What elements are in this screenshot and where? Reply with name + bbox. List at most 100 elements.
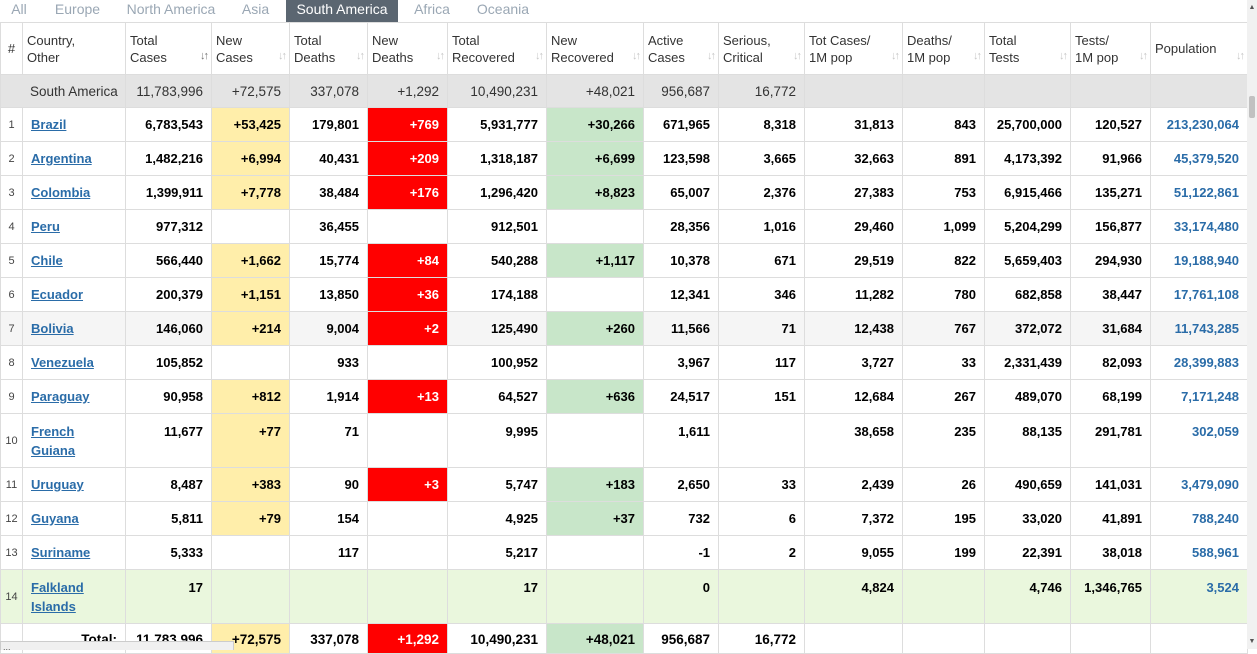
table-cell — [211, 209, 290, 244]
column-header[interactable]: Country, Other — [22, 22, 126, 75]
country-link[interactable]: Brazil — [31, 117, 67, 132]
table-cell: 13,850 — [289, 277, 368, 312]
table-cell: 31,813 — [804, 107, 903, 142]
sort-arrows-icon[interactable]: ↓↑ — [356, 50, 365, 62]
country-cell: Chile — [22, 243, 126, 278]
vertical-scrollbar[interactable]: ▲ ▼ — [1247, 0, 1257, 649]
sort-arrows-icon[interactable]: ↓↑ — [1139, 50, 1148, 62]
table-cell: +636 — [546, 379, 644, 414]
table-cell: +1,151 — [211, 277, 290, 312]
table-cell: +383 — [211, 467, 290, 502]
table-cell: 891 — [902, 141, 985, 176]
sort-arrows-icon[interactable]: ↓↑ — [707, 50, 716, 62]
sort-arrows-icon[interactable]: ↓↑ — [973, 50, 982, 62]
scroll-down-icon[interactable]: ▼ — [1248, 638, 1256, 645]
tab-asia[interactable]: Asia — [241, 1, 270, 17]
table-cell: 27,383 — [804, 175, 903, 210]
country-link[interactable]: Guyana — [31, 511, 79, 526]
country-link[interactable]: Peru — [31, 219, 60, 234]
total-cell: +1,292 — [367, 623, 448, 654]
table-cell: 156,877 — [1070, 209, 1151, 244]
sort-arrows-icon[interactable]: ↓↑ — [632, 50, 641, 62]
column-header[interactable]: Total Cases ↓↑ — [125, 22, 212, 75]
table-cell: 5,333 — [125, 535, 212, 570]
table-cell — [546, 209, 644, 244]
table-cell: 90 — [289, 467, 368, 502]
country-link[interactable]: Suriname — [31, 545, 91, 560]
summary-cell — [1070, 74, 1151, 108]
country-link[interactable]: Falkland Islands — [31, 580, 84, 614]
table-cell: 117 — [718, 345, 805, 380]
table-cell — [367, 501, 448, 536]
table-cell: 843 — [902, 107, 985, 142]
sort-arrows-icon[interactable]: ↓↑ — [1059, 50, 1068, 62]
column-header[interactable]: Deaths/ 1M pop ↓↑ — [902, 22, 985, 75]
column-header[interactable]: Total Tests ↓↑ — [984, 22, 1071, 75]
tab-all[interactable]: All — [11, 1, 27, 17]
tab-south-america[interactable]: South America — [286, 0, 398, 22]
column-header[interactable]: Active Cases ↓↑ — [643, 22, 719, 75]
table-cell: +36 — [367, 277, 448, 312]
total-cell: 16,772 — [718, 623, 805, 654]
table-cell: 12,438 — [804, 311, 903, 346]
sort-arrows-icon[interactable]: ↓↑ — [436, 50, 445, 62]
sort-arrows-icon[interactable]: ↓↑ — [1236, 50, 1245, 62]
column-header[interactable]: Serious, Critical ↓↑ — [718, 22, 805, 75]
table-cell: 822 — [902, 243, 985, 278]
sort-arrows-icon[interactable]: ↓↑ — [793, 50, 802, 62]
table-cell: 10,378 — [643, 243, 719, 278]
table-cell: 146,060 — [125, 311, 212, 346]
tab-africa[interactable]: Africa — [414, 1, 450, 17]
table-cell: 5,811 — [125, 501, 212, 536]
column-header[interactable]: New Recovered ↓↑ — [546, 22, 644, 75]
country-link[interactable]: Bolivia — [31, 321, 74, 336]
column-header[interactable]: Population ↓↑ — [1150, 22, 1248, 75]
table-cell: 753 — [902, 175, 985, 210]
table-cell: 1,399,911 — [125, 175, 212, 210]
country-link[interactable]: Venezuela — [31, 355, 94, 370]
population-cell: 51,122,861 — [1150, 175, 1248, 210]
table-cell: 5,747 — [447, 467, 547, 502]
total-cell: 10,490,231 — [447, 623, 547, 654]
column-header[interactable]: Total Recovered ↓↑ — [447, 22, 547, 75]
table-cell — [546, 413, 644, 468]
table-cell: 346 — [718, 277, 805, 312]
table-cell: 291,781 — [1070, 413, 1151, 468]
table-cell: +1,117 — [546, 243, 644, 278]
scroll-up-icon[interactable]: ▲ — [1248, 4, 1256, 11]
column-header[interactable]: New Deaths ↓↑ — [367, 22, 448, 75]
table-cell: 5,204,299 — [984, 209, 1071, 244]
table-cell — [367, 535, 448, 570]
population-cell: 11,743,285 — [1150, 311, 1248, 346]
column-header[interactable]: Total Deaths ↓↑ — [289, 22, 368, 75]
country-link[interactable]: Uruguay — [31, 477, 84, 492]
table-cell: 1,016 — [718, 209, 805, 244]
table-cell: 2,376 — [718, 175, 805, 210]
tab-oceania[interactable]: Oceania — [476, 1, 530, 17]
country-link[interactable]: Ecuador — [31, 287, 84, 302]
row-index: 14 — [0, 569, 23, 624]
tab-europe[interactable]: Europe — [54, 1, 101, 17]
country-link[interactable]: Colombia — [31, 185, 91, 200]
scroll-thumb[interactable] — [1249, 96, 1255, 118]
column-header[interactable]: Tot Cases/ 1M pop ↓↑ — [804, 22, 903, 75]
tab-north-america[interactable]: North America — [126, 1, 216, 17]
table-cell: 31,684 — [1070, 311, 1151, 346]
table-cell: 105,852 — [125, 345, 212, 380]
country-link[interactable]: Chile — [31, 253, 63, 268]
column-header-label: # — [7, 41, 16, 56]
country-link[interactable]: Argentina — [31, 151, 92, 166]
country-link[interactable]: French Guiana — [31, 424, 76, 458]
sort-arrows-icon[interactable]: ↓↑ — [891, 50, 900, 62]
sort-arrows-icon[interactable]: ↓↑ — [200, 50, 209, 62]
summary-cell — [804, 74, 903, 108]
sort-arrows-icon[interactable]: ↓↑ — [535, 50, 544, 62]
sort-arrows-icon[interactable]: ↓↑ — [278, 50, 287, 62]
table-cell: 1,296,420 — [447, 175, 547, 210]
column-header[interactable]: Tests/ 1M pop ↓↑ — [1070, 22, 1151, 75]
table-cell — [546, 277, 644, 312]
country-link[interactable]: Paraguay — [31, 389, 90, 404]
column-header[interactable]: New Cases ↓↑ — [211, 22, 290, 75]
table-cell: 71 — [718, 311, 805, 346]
table-cell: 154 — [289, 501, 368, 536]
